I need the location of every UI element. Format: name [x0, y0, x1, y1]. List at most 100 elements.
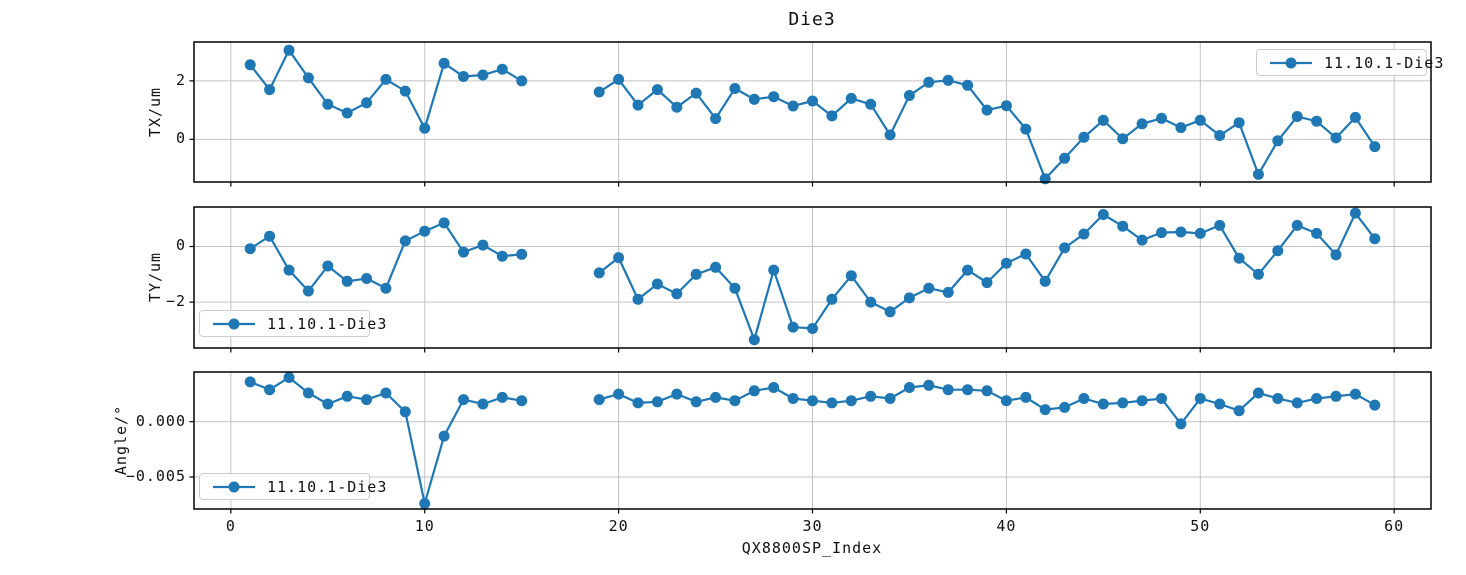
data-point [613, 73, 625, 85]
data-point [981, 277, 993, 289]
data-point [1311, 115, 1323, 127]
x-tick-label: 40 [996, 517, 1017, 535]
data-point [1000, 395, 1012, 407]
data-point [322, 398, 334, 410]
data-point [884, 306, 896, 318]
data-point [244, 243, 256, 255]
data-point [787, 393, 799, 404]
data-point [1349, 111, 1361, 123]
data-point [1156, 112, 1167, 124]
data-point [302, 72, 314, 84]
data-point [1039, 275, 1051, 287]
data-point [1291, 111, 1303, 122]
y-tick-label: −2 [165, 292, 186, 311]
data-point [865, 98, 877, 110]
data-point [244, 59, 256, 71]
data-point [1136, 234, 1148, 246]
data-point [884, 393, 896, 404]
data-point [283, 372, 295, 383]
data-point [1020, 391, 1032, 403]
legend-label: 11.10.1-Die3 [267, 477, 388, 496]
data-point [1252, 168, 1264, 180]
data-point [1233, 117, 1245, 129]
data-point [826, 110, 838, 122]
y-axis-label-tx: TX/um [146, 86, 164, 138]
data-point [671, 288, 683, 300]
data-point [826, 293, 838, 305]
legend-line-marker-icon [213, 318, 255, 329]
data-series-0 [244, 44, 1381, 185]
data-point [1291, 397, 1303, 409]
data-point [1233, 252, 1245, 264]
data-point [942, 286, 954, 298]
data-point [419, 498, 431, 509]
data-point [283, 44, 295, 56]
data-point [1369, 141, 1381, 153]
data-point [283, 264, 295, 276]
data-point [264, 84, 276, 96]
data-point [322, 260, 334, 272]
data-point [438, 430, 450, 442]
data-point [593, 267, 605, 279]
data-point [1214, 398, 1226, 410]
data-point [826, 397, 838, 409]
y-axis-label-ty: TY/um [146, 251, 164, 303]
data-point [516, 248, 528, 260]
data-point [1252, 387, 1264, 399]
data-point [516, 395, 528, 407]
data-point [962, 79, 974, 91]
data-point [1059, 401, 1071, 413]
data-point [380, 73, 392, 85]
data-point [807, 95, 818, 107]
legend-label: 11.10.1-Die3 [267, 314, 388, 333]
data-point [1156, 227, 1167, 239]
data-point [690, 396, 702, 408]
data-point [748, 93, 760, 105]
data-point [768, 91, 780, 103]
x-tick-label: 50 [1190, 517, 1211, 535]
data-point [1330, 249, 1342, 261]
data-point [1020, 248, 1032, 260]
data-point [903, 90, 915, 101]
data-point [516, 75, 528, 87]
data-point [845, 395, 857, 407]
data-point [399, 235, 411, 247]
data-point [438, 217, 450, 229]
y-tick-label: 0 [175, 236, 186, 255]
data-point [1000, 100, 1012, 112]
data-point [341, 390, 353, 402]
data-series-2 [244, 372, 1381, 509]
data-point [1117, 397, 1129, 409]
data-point [729, 395, 741, 407]
x-tick-label: 30 [802, 517, 823, 535]
data-point [458, 246, 469, 258]
legend-ty: 11.10.1-Die3 [199, 310, 386, 337]
data-point [962, 384, 974, 396]
x-tick-label: 10 [414, 517, 435, 535]
data-point [1078, 228, 1090, 240]
data-point [1349, 388, 1361, 400]
x-tick-label: 60 [1384, 517, 1405, 535]
data-point [361, 273, 373, 284]
x-tick-label: 0 [225, 517, 236, 535]
data-point [496, 250, 508, 262]
data-point [458, 71, 469, 82]
data-point [1369, 399, 1381, 411]
data-point [748, 334, 760, 346]
data-point [1020, 123, 1032, 135]
data-point [1097, 114, 1109, 126]
data-point [613, 388, 625, 400]
data-point [807, 395, 818, 407]
data-point [361, 97, 373, 109]
data-point [1078, 131, 1090, 143]
legend-line-marker-icon [1270, 57, 1312, 68]
data-point [1078, 393, 1090, 404]
data-point [419, 225, 431, 237]
data-point [1369, 233, 1381, 245]
y-axis-label-angle: Angle/° [112, 404, 130, 476]
y-tick-label: 0 [175, 129, 186, 148]
data-point [962, 264, 974, 276]
data-point [845, 270, 857, 282]
data-point [1291, 219, 1303, 231]
data-point [923, 282, 935, 294]
